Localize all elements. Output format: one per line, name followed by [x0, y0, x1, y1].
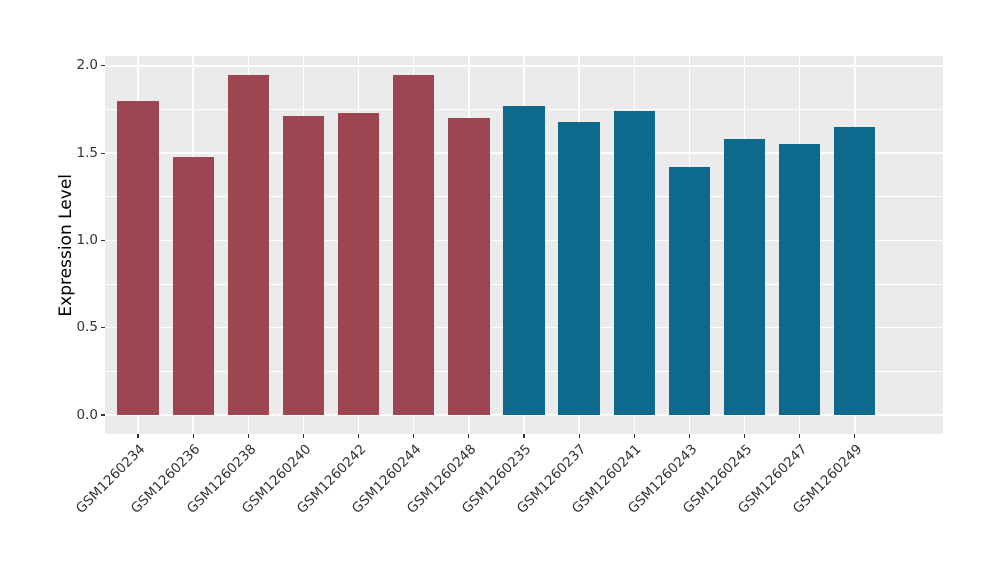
- x-tick-mark: [137, 434, 139, 438]
- x-tick-mark: [468, 434, 470, 438]
- y-tick-label: 1.0: [76, 231, 98, 248]
- x-tick-mark: [743, 434, 746, 438]
- y-tick-mark: [101, 327, 105, 329]
- y-tick-mark: [101, 152, 105, 154]
- bar-GSM1260238: [227, 74, 269, 415]
- x-tick-mark: [688, 434, 690, 438]
- y-tick-mark: [101, 65, 105, 67]
- x-tick-mark: [854, 434, 856, 438]
- x-tick-mark: [523, 434, 525, 438]
- x-tick-mark: [633, 434, 635, 438]
- bar-GSM1260241: [613, 111, 655, 415]
- x-tick-mark: [358, 434, 360, 438]
- bar-GSM1260234: [117, 100, 159, 415]
- bar-GSM1260248: [448, 118, 490, 415]
- bar-GSM1260245: [723, 139, 766, 415]
- bar-GSM1260240: [282, 116, 325, 415]
- y-tick-label: 0.0: [76, 406, 98, 423]
- y-tick-label: 2.0: [76, 57, 98, 74]
- x-tick-mark: [302, 434, 305, 438]
- x-tick-mark: [799, 434, 801, 438]
- bar-GSM1260243: [668, 167, 711, 415]
- bar-GSM1260237: [558, 121, 600, 415]
- y-tick-mark: [101, 414, 105, 416]
- x-tick-mark: [247, 434, 249, 438]
- x-tick-mark: [192, 434, 194, 438]
- y-tick-label: 1.5: [76, 144, 98, 161]
- x-tick-mark: [578, 434, 580, 438]
- bar-GSM1260236: [172, 156, 214, 415]
- bar-GSM1260247: [778, 144, 821, 415]
- bar-GSM1260235: [503, 105, 545, 415]
- bar-GSM1260244: [393, 74, 435, 415]
- y-tick-mark: [101, 239, 105, 241]
- y-tick-label: 0.5: [76, 319, 98, 336]
- x-tick-mark: [413, 434, 415, 438]
- plot-panel: [105, 56, 943, 434]
- bar-GSM1260249: [834, 126, 876, 415]
- bar-GSM1260242: [337, 112, 380, 415]
